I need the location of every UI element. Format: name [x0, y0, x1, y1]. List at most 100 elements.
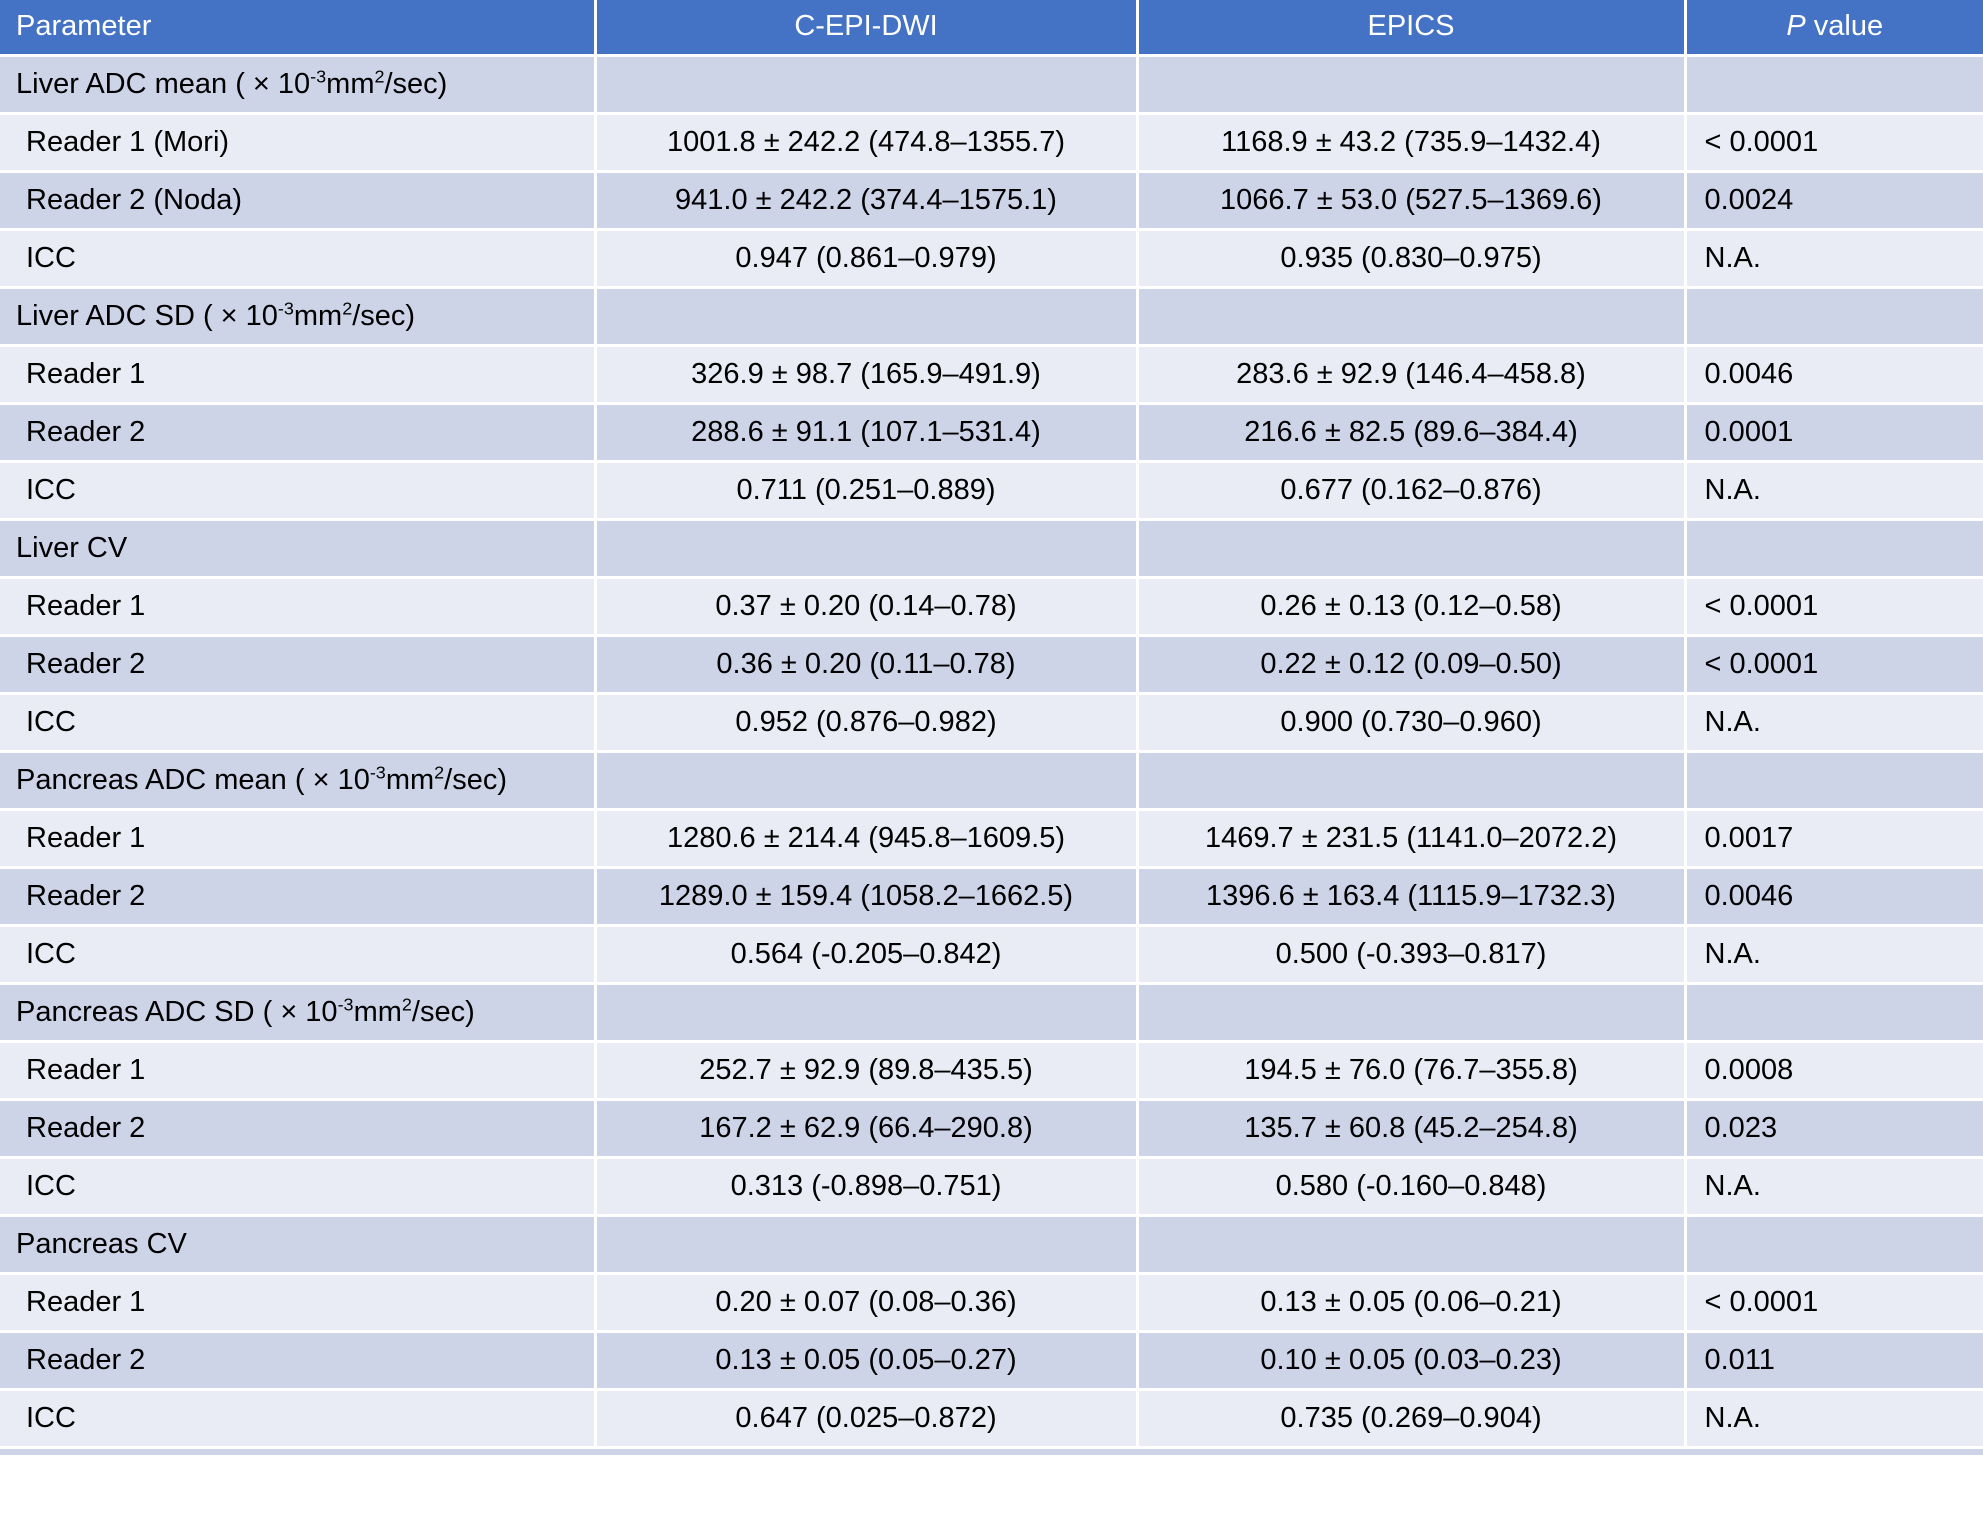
p-value: < 0.0001: [1683, 1271, 1983, 1333]
column-header-p-value: P value: [1683, 0, 1983, 57]
cepi-value: 1289.0 ± 159.4 (1058.2–1662.5): [593, 865, 1139, 927]
cepi-value: 0.711 (0.251–0.889): [593, 459, 1139, 521]
epics-value: 194.5 ± 76.0 (76.7–355.8): [1135, 1039, 1687, 1101]
column-header-cepi-dwi: C-EPI-DWI: [593, 0, 1139, 57]
row-label: ICC: [0, 227, 597, 289]
empty-cell: [1683, 1213, 1983, 1275]
epics-value: 0.10 ± 0.05 (0.03–0.23): [1135, 1329, 1687, 1391]
header-row: Parameter C-EPI-DWI EPICS P value: [0, 0, 1983, 57]
epics-value: 0.735 (0.269–0.904): [1135, 1387, 1687, 1449]
p-value: < 0.0001: [1683, 633, 1983, 695]
data-row: Reader 2 167.2 ± 62.9 (66.4–290.8) 135.7…: [0, 1097, 1983, 1159]
data-row: Reader 2 0.36 ± 0.20 (0.11–0.78) 0.22 ± …: [0, 633, 1983, 695]
section-label: Pancreas CV: [0, 1213, 597, 1275]
section-row: Liver ADC mean ( × 10-3mm2/sec): [0, 53, 1983, 115]
data-row: ICC 0.647 (0.025–0.872) 0.735 (0.269–0.9…: [0, 1387, 1983, 1449]
cepi-value: 288.6 ± 91.1 (107.1–531.4): [593, 401, 1139, 463]
empty-cell: [1683, 285, 1983, 347]
section-row: Pancreas ADC SD ( × 10-3mm2/sec): [0, 981, 1983, 1043]
p-value: < 0.0001: [1683, 575, 1983, 637]
data-row: Reader 1 1280.6 ± 214.4 (945.8–1609.5) 1…: [0, 807, 1983, 869]
cepi-value: 0.647 (0.025–0.872): [593, 1387, 1139, 1449]
empty-cell: [593, 749, 1139, 811]
epics-value: 216.6 ± 82.5 (89.6–384.4): [1135, 401, 1687, 463]
row-label: Reader 1: [0, 1271, 597, 1333]
cepi-value: 941.0 ± 242.2 (374.4–1575.1): [593, 169, 1139, 231]
empty-cell: [1135, 749, 1687, 811]
section-label: Liver ADC mean ( × 10-3mm2/sec): [0, 53, 597, 115]
epics-value: 1066.7 ± 53.0 (527.5–1369.6): [1135, 169, 1687, 231]
p-value: N.A.: [1683, 1155, 1983, 1217]
epics-value: 283.6 ± 92.9 (146.4–458.8): [1135, 343, 1687, 405]
p-value-rest: value: [1805, 10, 1884, 43]
empty-cell: [593, 1213, 1139, 1275]
cepi-value: 1280.6 ± 214.4 (945.8–1609.5): [593, 807, 1139, 869]
epics-value: 0.500 (-0.393–0.817): [1135, 923, 1687, 985]
data-row: Reader 1 326.9 ± 98.7 (165.9–491.9) 283.…: [0, 343, 1983, 405]
row-label: Reader 2: [0, 1329, 597, 1391]
data-row: Reader 1 0.20 ± 0.07 (0.08–0.36) 0.13 ± …: [0, 1271, 1983, 1333]
epics-value: 1396.6 ± 163.4 (1115.9–1732.3): [1135, 865, 1687, 927]
data-row: ICC 0.952 (0.876–0.982) 0.900 (0.730–0.9…: [0, 691, 1983, 753]
cepi-value: 167.2 ± 62.9 (66.4–290.8): [593, 1097, 1139, 1159]
row-label: Reader 2: [0, 865, 597, 927]
results-table: Parameter C-EPI-DWI EPICS P value Liver …: [0, 0, 1983, 1449]
empty-cell: [1135, 285, 1687, 347]
p-value: N.A.: [1683, 1387, 1983, 1449]
row-label: Reader 2 (Noda): [0, 169, 597, 231]
empty-cell: [593, 981, 1139, 1043]
cepi-value: 0.313 (-0.898–0.751): [593, 1155, 1139, 1217]
epics-value: 0.580 (-0.160–0.848): [1135, 1155, 1687, 1217]
epics-value: 0.13 ± 0.05 (0.06–0.21): [1135, 1271, 1687, 1333]
row-label: Reader 1: [0, 1039, 597, 1101]
epics-value: 1469.7 ± 231.5 (1141.0–2072.2): [1135, 807, 1687, 869]
p-value: 0.0046: [1683, 865, 1983, 927]
row-label: Reader 1: [0, 575, 597, 637]
column-header-epics: EPICS: [1135, 0, 1687, 57]
epics-value: 0.677 (0.162–0.876): [1135, 459, 1687, 521]
p-value: N.A.: [1683, 691, 1983, 753]
cepi-value: 326.9 ± 98.7 (165.9–491.9): [593, 343, 1139, 405]
data-row: ICC 0.313 (-0.898–0.751) 0.580 (-0.160–0…: [0, 1155, 1983, 1217]
empty-cell: [1683, 749, 1983, 811]
cepi-value: 0.20 ± 0.07 (0.08–0.36): [593, 1271, 1139, 1333]
section-row: Liver CV: [0, 517, 1983, 579]
row-label: ICC: [0, 1387, 597, 1449]
empty-cell: [593, 517, 1139, 579]
row-label: Reader 1 (Mori): [0, 111, 597, 173]
epics-value: 1168.9 ± 43.2 (735.9–1432.4): [1135, 111, 1687, 173]
cepi-value: 0.564 (-0.205–0.842): [593, 923, 1139, 985]
epics-value: 0.22 ± 0.12 (0.09–0.50): [1135, 633, 1687, 695]
row-label: ICC: [0, 459, 597, 521]
p-value: < 0.0001: [1683, 111, 1983, 173]
cepi-value: 0.947 (0.861–0.979): [593, 227, 1139, 289]
section-row: Pancreas ADC mean ( × 10-3mm2/sec): [0, 749, 1983, 811]
epics-value: 0.935 (0.830–0.975): [1135, 227, 1687, 289]
table-bottom-edge: [0, 1448, 1983, 1455]
data-row: ICC 0.564 (-0.205–0.842) 0.500 (-0.393–0…: [0, 923, 1983, 985]
data-row: ICC 0.947 (0.861–0.979) 0.935 (0.830–0.9…: [0, 227, 1983, 289]
section-label: Pancreas ADC mean ( × 10-3mm2/sec): [0, 749, 597, 811]
row-label: ICC: [0, 1155, 597, 1217]
p-value: 0.023: [1683, 1097, 1983, 1159]
empty-cell: [1135, 517, 1687, 579]
p-value: 0.0024: [1683, 169, 1983, 231]
row-label: Reader 2: [0, 401, 597, 463]
epics-value: 135.7 ± 60.8 (45.2–254.8): [1135, 1097, 1687, 1159]
p-value: 0.011: [1683, 1329, 1983, 1391]
cepi-value: 1001.8 ± 242.2 (474.8–1355.7): [593, 111, 1139, 173]
data-row: ICC 0.711 (0.251–0.889) 0.677 (0.162–0.8…: [0, 459, 1983, 521]
section-label: Liver ADC SD ( × 10-3mm2/sec): [0, 285, 597, 347]
results-table-figure: Parameter C-EPI-DWI EPICS P value Liver …: [0, 0, 1983, 1455]
section-label: Liver CV: [0, 517, 597, 579]
data-row: Reader 2 1289.0 ± 159.4 (1058.2–1662.5) …: [0, 865, 1983, 927]
p-value: 0.0001: [1683, 401, 1983, 463]
row-label: ICC: [0, 923, 597, 985]
row-label: Reader 2: [0, 633, 597, 695]
empty-cell: [1683, 981, 1983, 1043]
cepi-value: 0.13 ± 0.05 (0.05–0.27): [593, 1329, 1139, 1391]
p-value: 0.0008: [1683, 1039, 1983, 1101]
cepi-value: 252.7 ± 92.9 (89.8–435.5): [593, 1039, 1139, 1101]
cepi-value: 0.36 ± 0.20 (0.11–0.78): [593, 633, 1139, 695]
empty-cell: [1683, 53, 1983, 115]
